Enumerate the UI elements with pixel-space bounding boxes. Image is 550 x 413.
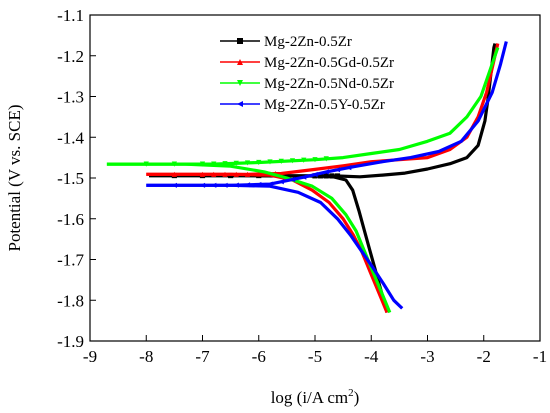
legend-label: Mg-2Zn-0.5Zr [264, 34, 352, 50]
legend-item-2: Mg-2Zn-0.5Gd-0.5Zr [220, 55, 394, 71]
series-3-marker [278, 158, 284, 164]
y-tick-label: -1.1 [57, 6, 84, 25]
series-3-marker [289, 158, 296, 164]
series-2-marker [244, 171, 251, 177]
series-4-marker [323, 169, 329, 175]
series-4-anodic-line [146, 41, 508, 187]
legend-marker [237, 80, 243, 86]
legend-marker [237, 38, 243, 44]
series-3-marker [199, 161, 206, 167]
series-2-anodic-line [146, 43, 500, 176]
series-3-marker [211, 161, 217, 167]
x-axis-title-close: ) [354, 388, 360, 407]
series-3-marker [267, 159, 273, 165]
y-tick-label: -1.8 [57, 291, 84, 310]
series-4-marker [233, 182, 239, 188]
y-tick-label: -1.5 [57, 169, 84, 188]
series-4-marker [301, 174, 307, 180]
series-1-marker [329, 173, 335, 179]
y-tick-label: -1.6 [57, 210, 84, 229]
series-3-marker [323, 156, 329, 162]
y-tick-label: -1.4 [57, 128, 84, 147]
series-4-marker [199, 182, 206, 188]
series-3-marker [312, 157, 318, 163]
series-3-marker [301, 157, 307, 163]
x-axis-title-superscript: 2 [348, 387, 354, 399]
legend-label: Mg-2Zn-0.5Gd-0.5Zr [264, 55, 394, 71]
series-4-marker [278, 179, 284, 185]
series-4-marker [171, 182, 177, 188]
x-tick-label: -8 [139, 347, 153, 366]
legend-label: Mg-2Zn-0.5Y-0.5Zr [264, 97, 385, 113]
legend-item-3: Mg-2Zn-0.5Nd-0.5Zr [220, 76, 394, 92]
series-3-cathodic-line [106, 162, 392, 314]
axis-ticks [89, 14, 541, 342]
legend-item-4: Mg-2Zn-0.5Y-0.5Zr [220, 97, 385, 113]
series-3 [106, 47, 500, 314]
series-4-marker [346, 165, 352, 171]
legend-item-1: Mg-2Zn-0.5Zr [220, 34, 352, 50]
series-4 [146, 41, 508, 310]
series-4-marker [222, 182, 228, 188]
series-3-marker [233, 160, 239, 166]
series-2-marker [171, 171, 177, 177]
x-tick-label: -9 [83, 347, 97, 366]
series-2-marker [256, 171, 262, 177]
x-tick-label: -6 [252, 347, 266, 366]
legend: Mg-2Zn-0.5Zr Mg-2Zn-0.5Gd-0.5Zr Mg-2Zn-0.5… [220, 34, 394, 113]
series-2-marker [211, 171, 217, 177]
x-tick-label: -4 [364, 347, 379, 366]
y-tick-label: -1.7 [57, 251, 84, 270]
x-tick-label: -3 [420, 347, 434, 366]
series-4-marker [211, 182, 217, 188]
x-tick-label: -1 [533, 347, 547, 366]
tick-labels: -9 -8 -7 -6 -5 -4 -3 -2 -1 -1.1 -1.2 -1.3 -1.4 -1.5 -1… [57, 6, 547, 366]
series-3-marker [244, 160, 251, 166]
y-tick-label: -1.3 [57, 88, 84, 107]
series-layer [106, 41, 508, 314]
series-2-marker [233, 171, 239, 177]
y-tick-label: -1.9 [57, 332, 84, 351]
series-2-marker [222, 171, 228, 177]
x-axis-title: log (i/A cm2) [271, 387, 360, 407]
series-4-marker [334, 167, 341, 173]
y-tick-label: -1.2 [57, 47, 84, 66]
series-4-marker [267, 181, 273, 187]
legend-marker [237, 59, 243, 65]
series-4-marker [289, 176, 296, 183]
series-4-marker [244, 182, 251, 188]
x-tick-label: -5 [308, 347, 322, 366]
series-4-marker [312, 171, 318, 178]
series-3-marker [171, 161, 177, 167]
legend-label: Mg-2Zn-0.5Nd-0.5Zr [264, 76, 394, 92]
x-tick-label: -7 [195, 347, 210, 366]
y-axis-title: Potential (V vs. SCE) [5, 104, 24, 251]
series-3-marker [143, 161, 149, 167]
series-1-marker [334, 173, 341, 179]
series-1-marker [323, 173, 329, 179]
x-tick-label: -2 [477, 347, 491, 366]
series-4-marker [256, 181, 262, 188]
series-2 [146, 43, 500, 314]
series-3-marker [256, 159, 262, 166]
series-3-marker [222, 161, 228, 167]
series-2-marker [199, 171, 206, 177]
legend-marker [237, 101, 243, 107]
